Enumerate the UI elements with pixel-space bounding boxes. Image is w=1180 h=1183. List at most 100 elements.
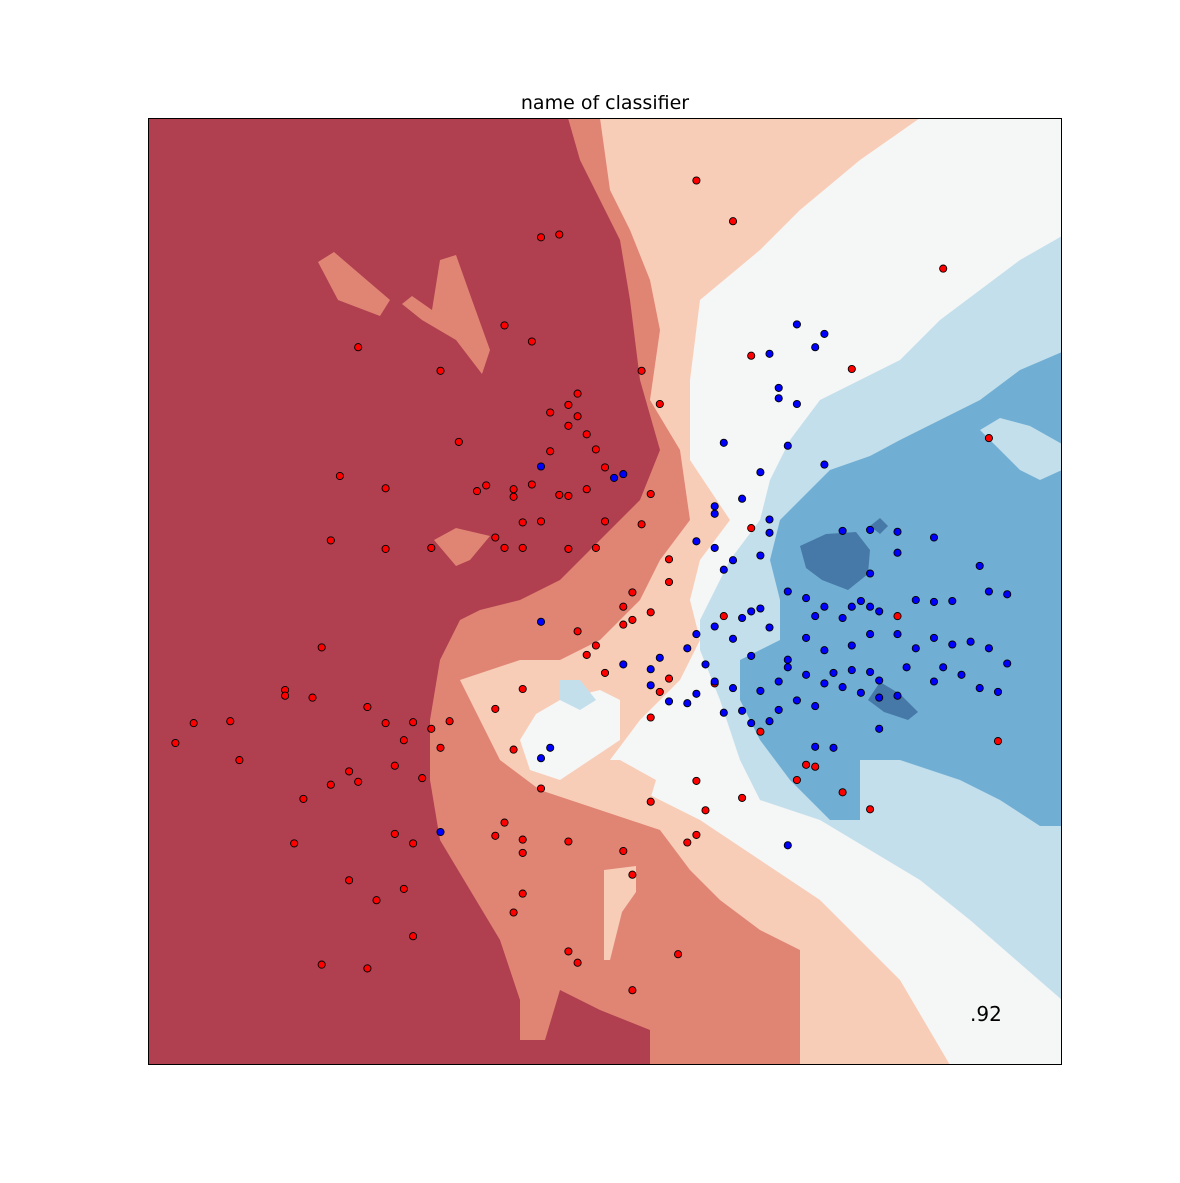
data-point-class-0: [317, 643, 326, 652]
data-point-class-1: [683, 699, 692, 708]
data-point-class-0: [866, 805, 875, 814]
data-point-class-0: [381, 484, 390, 493]
data-point-class-0: [354, 777, 363, 786]
data-point-class-0: [390, 761, 399, 770]
data-point-class-1: [866, 525, 875, 534]
data-point-class-0: [747, 351, 756, 360]
data-point-class-1: [847, 602, 856, 611]
data-point-class-1: [802, 670, 811, 679]
region-strong-red: [148, 118, 660, 1065]
data-point-class-0: [527, 480, 536, 489]
data-point-class-0: [345, 876, 354, 885]
data-point-class-1: [792, 399, 801, 409]
data-point-class-1: [664, 697, 674, 706]
data-point-class-1: [747, 651, 756, 660]
data-point-class-0: [564, 837, 573, 846]
data-point-class-1: [738, 613, 747, 623]
data-point-class-0: [811, 762, 820, 771]
data-point-class-1: [765, 349, 774, 358]
data-point-class-1: [811, 343, 820, 352]
data-point-class-0: [564, 421, 573, 430]
data-point-class-1: [939, 663, 948, 672]
region-neutral-patch-6: [520, 690, 620, 780]
data-point-class-0: [573, 412, 582, 421]
data-point-class-0: [692, 776, 701, 785]
data-point-class-0: [564, 400, 573, 409]
data-point-class-0: [518, 848, 527, 857]
data-point-class-1: [774, 383, 783, 392]
data-point-class-1: [765, 623, 774, 632]
data-point-class-1: [683, 644, 692, 653]
data-point-class-0: [390, 829, 399, 838]
data-point-class-1: [966, 637, 975, 646]
data-point-class-0: [628, 986, 637, 995]
data-point-class-1: [948, 596, 957, 606]
data-point-class-0: [409, 932, 418, 941]
data-point-class-1: [975, 684, 984, 693]
data-point-class-1: [820, 679, 829, 688]
data-point-class-0: [619, 846, 628, 856]
data-point-class-0: [226, 717, 235, 726]
region-light-blue-patch-7: [980, 418, 1062, 480]
data-point-class-1: [829, 743, 838, 752]
data-point-class-1: [875, 607, 884, 616]
data-point-class-1: [783, 841, 792, 850]
data-point-class-0: [664, 555, 674, 564]
region-mid-red-patch-3: [434, 528, 490, 566]
data-point-class-1: [655, 653, 664, 662]
data-point-class-0: [308, 693, 317, 702]
data-point-class-1: [756, 551, 765, 560]
data-point-class-1: [975, 561, 984, 570]
data-point-class-0: [472, 487, 482, 496]
data-point-class-0: [399, 736, 408, 745]
data-point-class-0: [564, 947, 573, 956]
data-point-class-1: [738, 494, 747, 503]
region-mid-red-patch-1: [318, 252, 390, 316]
data-point-class-0: [802, 760, 811, 769]
data-point-class-1: [765, 528, 774, 537]
data-point-class-0: [756, 727, 765, 736]
data-point-class-1: [866, 602, 875, 611]
data-point-class-0: [792, 775, 801, 785]
data-point-class-0: [518, 835, 527, 844]
data-point-class-0: [500, 818, 509, 827]
plot-area: [148, 118, 1062, 1065]
data-point-class-0: [536, 784, 546, 793]
data-point-class-0: [646, 608, 655, 617]
data-point-class-1: [774, 394, 783, 403]
data-point-class-0: [591, 543, 600, 552]
data-point-class-1: [811, 612, 820, 621]
data-point-class-0: [683, 838, 692, 847]
data-point-class-1: [719, 565, 728, 574]
score-annotation: .92: [970, 1002, 1002, 1026]
data-point-class-1: [783, 663, 792, 672]
data-point-class-0: [509, 492, 518, 501]
data-point-class-0: [628, 870, 637, 879]
data-point-class-1: [619, 660, 628, 669]
data-point-class-0: [527, 337, 536, 346]
data-point-class-1: [866, 667, 875, 677]
data-point-class-0: [555, 490, 564, 499]
data-point-class-1: [692, 689, 701, 698]
data-point-class-1: [719, 438, 728, 447]
data-point-class-1: [802, 594, 811, 603]
region-dark-blue-1: [800, 532, 870, 590]
data-point-class-1: [719, 708, 728, 717]
data-point-class-0: [664, 674, 674, 683]
data-point-class-0: [591, 641, 600, 650]
data-point-class-0: [399, 884, 408, 893]
data-point-class-1: [692, 630, 701, 639]
data-point-class-1: [847, 641, 856, 650]
data-point-class-0: [573, 389, 582, 398]
data-point-class-0: [536, 517, 546, 526]
data-point-class-0: [600, 463, 610, 472]
data-point-class-0: [628, 588, 637, 597]
data-point-class-0: [747, 524, 756, 533]
data-point-class-1: [957, 670, 966, 679]
data-point-class-1: [619, 470, 628, 479]
data-point-class-0: [500, 543, 509, 552]
data-point-class-0: [235, 756, 244, 765]
data-point-class-0: [984, 434, 993, 443]
data-point-class-1: [856, 596, 865, 606]
data-point-class-0: [600, 668, 610, 677]
